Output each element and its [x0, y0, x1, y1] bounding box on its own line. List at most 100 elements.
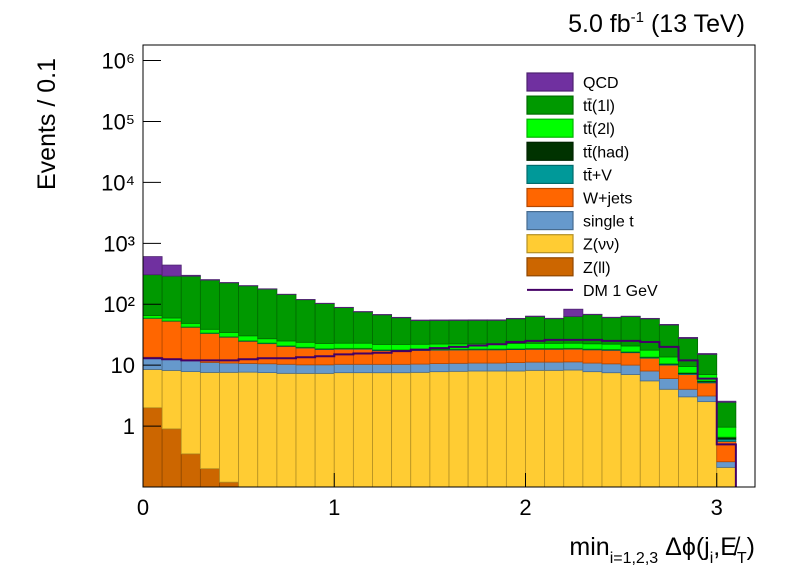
- stack-segment: [678, 374, 699, 390]
- stack-segment: [142, 407, 163, 488]
- stack-segment: [142, 318, 163, 358]
- stack-segment: [219, 336, 240, 364]
- stack-segment: [257, 343, 278, 365]
- y-tick-label: 10⁶: [101, 49, 135, 74]
- stack-segment: [180, 371, 201, 455]
- x-label-part: ,E̸: [713, 533, 741, 561]
- stack-segment: [314, 303, 335, 344]
- stack-segment: [563, 361, 584, 371]
- stack-segment: [295, 341, 316, 348]
- stack-segment: [601, 343, 622, 350]
- stack-segment: [467, 362, 488, 372]
- stack-segment: [391, 350, 412, 365]
- legend-label: W+jets: [583, 191, 632, 208]
- stack-segment: [161, 275, 182, 319]
- stack-segment: [658, 324, 679, 326]
- x-tick-label: 2: [519, 495, 531, 520]
- stack-segment: [448, 319, 469, 345]
- y-tick-label: 10: [111, 353, 135, 378]
- stack-segment: [295, 299, 316, 343]
- stack-segment: [257, 372, 278, 488]
- stack-segment: [639, 349, 660, 358]
- stack-segment: [716, 461, 737, 468]
- legend-label: tt̄(2l): [583, 121, 615, 138]
- legend-label: tt̄(1l): [583, 98, 615, 115]
- stack-segment: [582, 349, 603, 364]
- stack-segment: [410, 363, 431, 373]
- stack-segment: [678, 337, 699, 367]
- stack-segment: [563, 369, 584, 488]
- stack-segment: [486, 349, 507, 364]
- legend-swatch: [526, 187, 574, 208]
- stack-segment: [697, 353, 718, 355]
- stack-segment: [391, 317, 412, 345]
- y-tick-label: 10²: [103, 292, 135, 317]
- stack-segment: [486, 370, 507, 488]
- stack-segment: [620, 345, 641, 353]
- stack-segment: [658, 388, 679, 488]
- x-tick-label: 1: [328, 495, 340, 520]
- stack-segment: [582, 371, 603, 488]
- stack-segment: [678, 396, 699, 488]
- stack-segment: [716, 401, 737, 428]
- legend-label: tt̄+V: [583, 167, 612, 184]
- stack-segment: [257, 338, 278, 344]
- stack-segment: [486, 362, 507, 372]
- stack-segment: [697, 401, 718, 488]
- legend-swatch: [526, 234, 574, 254]
- x-label-part: i=1,2,3: [610, 550, 659, 567]
- title-part: -1: [631, 9, 644, 26]
- stack-segment: [697, 382, 718, 397]
- x-axis-label: mini=1,2,3 Δϕ(ji,E̸T): [569, 533, 755, 567]
- stack-segment: [219, 332, 240, 338]
- stack-segment: [716, 466, 737, 488]
- stack-segment: [601, 363, 622, 374]
- stack-segment: [372, 363, 393, 374]
- stack-segment: [199, 279, 220, 281]
- legend-swatch: [526, 211, 574, 231]
- stack-segment: [180, 360, 201, 372]
- stack-segment: [505, 318, 526, 344]
- stack-segment: [238, 371, 259, 488]
- stack-segment: [199, 372, 220, 470]
- stack-segment: [333, 307, 354, 344]
- title-part: 5.0 fb: [568, 10, 631, 38]
- stack-segment: [658, 364, 679, 379]
- stack-segment: [372, 314, 393, 345]
- stack-segment: [505, 362, 526, 372]
- stack-segment: [314, 364, 335, 374]
- stack-segment: [678, 337, 699, 339]
- stack-segment: [372, 372, 393, 488]
- stack-segment: [238, 285, 259, 337]
- x-label-part: i: [710, 550, 714, 567]
- stack-segment: [161, 428, 182, 488]
- stack-segment: [314, 372, 335, 488]
- stack-segment: [525, 316, 546, 344]
- stack-segment: [161, 317, 182, 322]
- stack-segment: [142, 369, 163, 409]
- y-tick-label: 1: [123, 414, 135, 439]
- stack-segment: [544, 348, 565, 363]
- y-tick-label: 10⁵: [101, 109, 135, 134]
- stack-segment: [563, 348, 584, 363]
- stack-segment: [180, 275, 201, 324]
- stack-segment: [333, 372, 354, 488]
- frame: [142, 44, 756, 488]
- stack-segment: [295, 364, 316, 374]
- stack-segment: [639, 370, 660, 382]
- legend-label: single t: [583, 214, 634, 231]
- stack-segment: [199, 333, 220, 363]
- legend-swatch: [526, 118, 574, 138]
- stack-segment: [295, 372, 316, 488]
- legend-swatch: [526, 164, 574, 184]
- stack-segment: [467, 349, 488, 364]
- legend-label: tt̄(had): [583, 144, 629, 161]
- stack-segment: [429, 349, 450, 364]
- legend-swatch: [526, 257, 574, 277]
- x-label-part: ): [747, 533, 755, 561]
- stack-segment: [314, 343, 335, 349]
- stack-segment: [199, 328, 220, 334]
- legend-swatch: [526, 95, 574, 115]
- legend-swatch: [526, 72, 574, 92]
